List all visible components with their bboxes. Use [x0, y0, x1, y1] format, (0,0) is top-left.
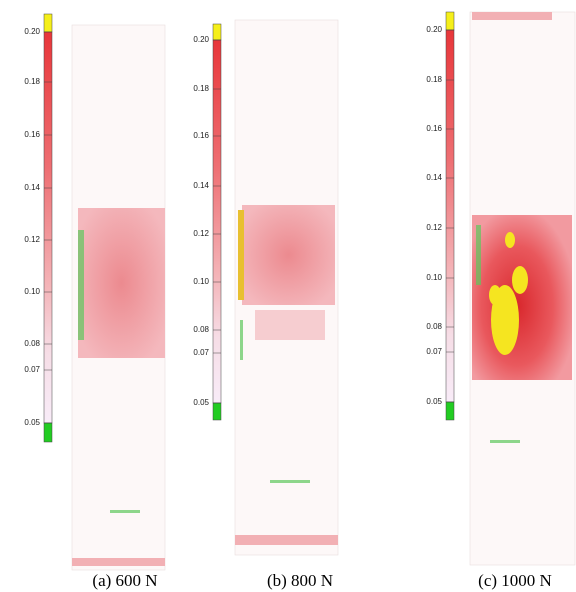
contact-area [78, 208, 165, 358]
colorbar-label: 0.18 [24, 77, 40, 86]
colorbar-label: 0.20 [24, 27, 40, 36]
caption: (b) 800 N [267, 571, 333, 590]
colorbar-label: 0.08 [193, 325, 209, 334]
colorbar-label: 0.08 [24, 339, 40, 348]
colorbar-label: 0.16 [193, 131, 209, 140]
colorbar-max [43, 13, 53, 33]
hot-spots [489, 232, 528, 355]
contact-maps [71, 11, 576, 571]
colorbar-label: 0.05 [24, 418, 40, 427]
colorbar-label: 0.20 [426, 25, 442, 34]
colorbar [445, 29, 455, 403]
colorbar-min [445, 401, 455, 421]
colorbar-label: 0.12 [426, 223, 442, 232]
colorbar-min [212, 402, 222, 421]
contact-edge [472, 12, 552, 20]
colorbar-label: 0.10 [193, 277, 209, 286]
colorbar-label: 0.08 [426, 322, 442, 331]
colorbar-label: 0.05 [426, 397, 442, 406]
colorbar-label: 0.10 [426, 273, 442, 282]
colorbar-label: 0.14 [24, 183, 40, 192]
colorbar-label: 0.10 [24, 287, 40, 296]
colorbars: 0.20 0.18 0.16 0.14 0.12 0.10 0.08 0.07 0.05 0.20… [24, 11, 455, 443]
colorbar-label: 0.07 [426, 347, 442, 356]
colorbar-label: 0.05 [193, 398, 209, 407]
colorbar [43, 31, 53, 424]
colorbar-label: 0.12 [24, 235, 40, 244]
contact-edge [235, 535, 338, 545]
colorbar-label: 0.20 [193, 35, 209, 44]
colorbar-label: 0.07 [193, 348, 209, 357]
colorbar-label: 0.18 [193, 84, 209, 93]
colorbar-label: 0.14 [193, 181, 209, 190]
contact-area [255, 310, 325, 340]
contact-area [472, 215, 572, 380]
colorbar-max [445, 11, 455, 31]
colorbar-label: 0.16 [426, 124, 442, 133]
colorbar [212, 39, 222, 404]
colorbar-label: 0.18 [426, 75, 442, 84]
colorbar-label: 0.14 [426, 173, 442, 182]
colorbar-min [43, 422, 53, 443]
colorbar-label: 0.12 [193, 229, 209, 238]
caption: (c) 1000 N [478, 571, 552, 590]
colorbar-label: 0.16 [24, 130, 40, 139]
contact-edge [238, 210, 244, 300]
contact-edge [72, 558, 165, 566]
colorbar-label: 0.07 [24, 365, 40, 374]
colorbar-max [212, 23, 222, 41]
caption: (a) 600 N [92, 571, 157, 590]
green-speckle [78, 225, 520, 513]
contact-area [242, 205, 335, 305]
